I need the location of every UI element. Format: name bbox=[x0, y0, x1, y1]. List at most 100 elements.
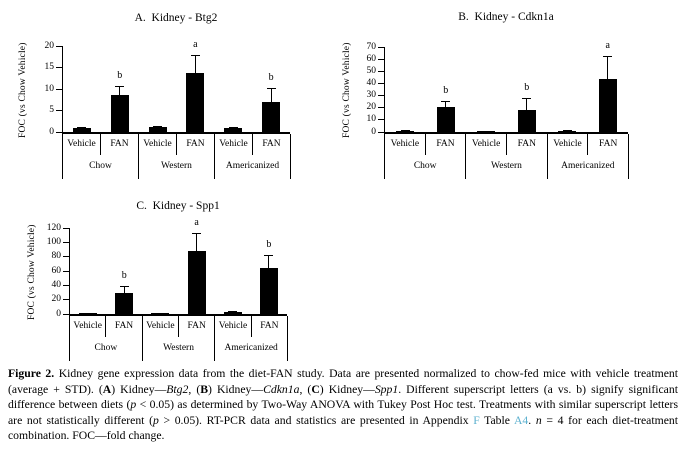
bar-americanized-vehicle bbox=[223, 312, 242, 314]
diet-label-chow: Chow bbox=[94, 343, 118, 353]
caption-text-run: < 0.05) as determined by Two-Way ANOVA w… bbox=[8, 398, 678, 427]
error-cap bbox=[400, 130, 410, 132]
y-tick-label: 70 bbox=[366, 41, 377, 52]
diet-label-chow: Chow bbox=[89, 161, 112, 171]
error-bar-americanized-vehicle bbox=[228, 126, 238, 128]
error-stem bbox=[119, 86, 121, 96]
error-bar-americanized-vehicle bbox=[228, 310, 238, 313]
treatment-label-vehicle: Vehicle bbox=[218, 321, 248, 331]
sig-letter-chow-fan: b bbox=[443, 85, 449, 97]
bar-western-fan bbox=[517, 109, 536, 132]
y-tick-mark bbox=[378, 82, 384, 84]
error-stem bbox=[196, 233, 198, 251]
y-tick-label: 0 bbox=[56, 308, 61, 319]
y-tick-label: 20 bbox=[366, 102, 377, 113]
chart-kidney-cdkn1a: B. Kidney - Cdkn1a FOC (vs Chow Vehicle)… bbox=[342, 8, 680, 190]
error-stem bbox=[270, 88, 272, 102]
sig-letter-americanized-fan: b bbox=[268, 72, 274, 84]
bar-western-fan bbox=[187, 250, 206, 314]
y-tick-label: 0 bbox=[371, 126, 376, 137]
y-tick-mark bbox=[378, 58, 384, 60]
chart-title: A. Kidney - Btg2 bbox=[134, 12, 218, 24]
chart-kidney-spp1: C. Kidney - Spp1 FOC (vs Chow Vehicle) 0… bbox=[27, 194, 362, 366]
caption-text-run: B bbox=[200, 382, 209, 396]
caption-text-run: ) Kidney— bbox=[111, 382, 167, 396]
treatment-label-vehicle: Vehicle bbox=[471, 139, 501, 149]
chart-title: C. Kidney - Spp1 bbox=[136, 200, 220, 212]
error-stem bbox=[607, 55, 609, 79]
caption-text-run: p bbox=[152, 413, 159, 427]
y-tick-label: 100 bbox=[46, 236, 61, 247]
error-bar-chow-fan bbox=[441, 101, 451, 108]
x-axis-category-table: Vehicle FAN Chow Vehicle FAN Western Vehicle FA… bbox=[384, 134, 629, 179]
y-tick-mark bbox=[378, 119, 384, 121]
treatment-label-fan: FAN bbox=[506, 134, 547, 155]
error-cap bbox=[83, 312, 93, 314]
error-cap bbox=[481, 130, 491, 132]
caption-text-run: , ( bbox=[188, 382, 201, 396]
error-stem bbox=[232, 126, 234, 128]
error-stem bbox=[194, 54, 196, 74]
appendix-link[interactable]: A4 bbox=[513, 413, 529, 427]
treatment-label-vehicle: Vehicle bbox=[146, 321, 175, 331]
caption-text-run: > 0.05). RT-PCR data and statistics are … bbox=[158, 413, 474, 427]
caption-text-run: p bbox=[130, 398, 137, 412]
caption-text-run: Table bbox=[479, 413, 514, 427]
treatment-row: Vehicle FAN bbox=[548, 134, 628, 155]
error-bar-chow-vehicle bbox=[77, 126, 87, 128]
y-tick-label: 30 bbox=[366, 90, 377, 101]
treatment-label-fan: FAN bbox=[250, 316, 287, 337]
y-tick-mark bbox=[378, 131, 384, 133]
caption-text-run: ) Kidney— bbox=[319, 382, 375, 396]
error-bar-western-vehicle bbox=[153, 125, 163, 127]
caption-text-run: ) Kidney— bbox=[208, 382, 264, 396]
error-bar-western-fan bbox=[522, 98, 532, 110]
error-bar-americanized-fan bbox=[266, 88, 276, 102]
diet-group-chow: Vehicle FAN Chow bbox=[62, 134, 138, 179]
caption-text-run: Kidney gene expression data from the die… bbox=[8, 367, 678, 396]
bar-chow-fan bbox=[110, 95, 129, 132]
bar-chow-fan bbox=[115, 293, 134, 314]
diet-group-western: Vehicle FAN Western bbox=[141, 316, 215, 361]
treatment-row: Vehicle FAN bbox=[143, 316, 215, 337]
y-tick-label: 80 bbox=[51, 251, 62, 262]
treatment-label-fan: FAN bbox=[176, 134, 214, 155]
y-tick-label: 50 bbox=[366, 65, 377, 76]
diet-label-chow: Chow bbox=[413, 161, 437, 171]
y-tick-label: 10 bbox=[44, 83, 55, 94]
diet-group-western: Vehicle FAN Western bbox=[465, 134, 546, 179]
y-tick-mark bbox=[378, 46, 384, 48]
caption-text-run: . bbox=[528, 413, 536, 427]
caption-text-run: A bbox=[102, 382, 112, 396]
error-stem bbox=[526, 98, 528, 110]
y-tick-mark bbox=[378, 70, 384, 72]
y-tick-mark bbox=[63, 241, 69, 243]
error-bar-americanized-fan bbox=[603, 55, 613, 79]
diet-group-americanized: Vehicle FAN Americanized bbox=[546, 134, 629, 179]
diet-label-americanized: Americanized bbox=[561, 161, 615, 171]
diet-label-western: Western bbox=[161, 161, 192, 171]
error-stem bbox=[81, 126, 83, 128]
bar-americanized-fan bbox=[598, 78, 617, 132]
appendix-link[interactable]: F bbox=[473, 413, 480, 427]
error-bar-chow-fan bbox=[115, 86, 125, 96]
bar-chow-fan bbox=[436, 107, 455, 132]
error-bar-western-fan bbox=[192, 233, 202, 251]
treatment-label-fan: FAN bbox=[178, 316, 214, 337]
y-tick-label: 20 bbox=[51, 294, 62, 305]
y-tick-mark bbox=[63, 299, 69, 301]
diet-group-americanized: Vehicle FAN Americanized bbox=[214, 134, 291, 179]
figure-caption: Figure 2. Kidney gene expression data fr… bbox=[8, 366, 678, 444]
caption-text-run: C bbox=[311, 382, 320, 396]
error-cap bbox=[155, 312, 165, 314]
error-stem bbox=[232, 310, 234, 313]
y-tick-label: 0 bbox=[49, 126, 54, 137]
error-bar-chow-fan bbox=[119, 286, 129, 294]
sig-letter-americanized-fan: a bbox=[605, 39, 610, 51]
caption-text-run: Btg2 bbox=[166, 382, 189, 396]
y-tick-label: 20 bbox=[44, 40, 55, 51]
y-tick-label: 120 bbox=[46, 222, 61, 233]
x-axis-category-table: Vehicle FAN Chow Vehicle FAN Western Vehicle FA… bbox=[69, 316, 289, 361]
error-stem bbox=[157, 125, 159, 127]
